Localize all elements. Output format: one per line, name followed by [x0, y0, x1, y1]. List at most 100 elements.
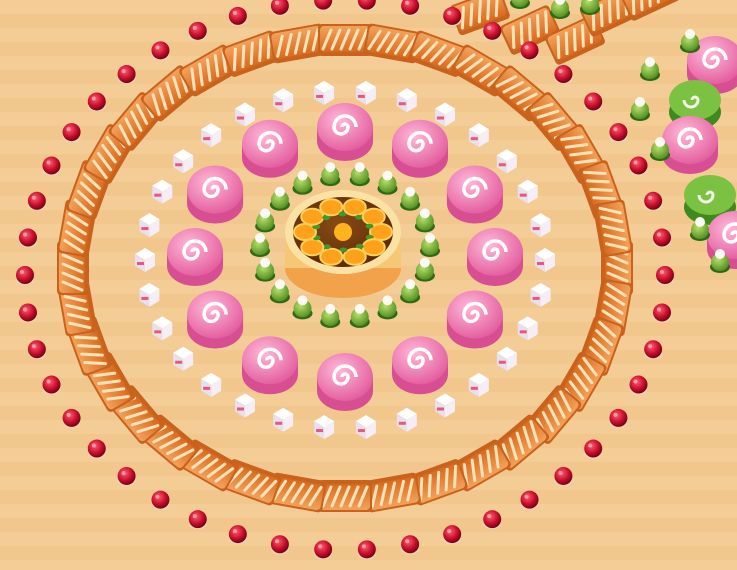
- raspberry-cupcake[interactable]: [151, 41, 170, 61]
- raspberry-cupcake[interactable]: [42, 156, 61, 176]
- glazed-jam-pastry[interactable]: [450, 438, 513, 493]
- glazed-jam-pastry[interactable]: [318, 480, 372, 512]
- raspberry-cupcake[interactable]: [188, 21, 207, 41]
- cake-slice-cube[interactable]: [273, 88, 294, 113]
- raspberry-cupcake[interactable]: [314, 540, 333, 560]
- matcha-cream-cupcake[interactable]: [349, 162, 370, 187]
- cake-slice-cube[interactable]: [235, 393, 255, 418]
- raspberry-cupcake[interactable]: [270, 535, 289, 555]
- matcha-cream-cupcake[interactable]: [320, 303, 341, 328]
- matcha-cream-cupcake[interactable]: [650, 137, 670, 161]
- matcha-cream-cupcake[interactable]: [710, 249, 730, 273]
- glazed-jam-pastry[interactable]: [178, 43, 241, 98]
- raspberry-cupcake[interactable]: [87, 92, 106, 112]
- glazed-jam-pastry[interactable]: [592, 199, 633, 258]
- raspberry-cupcake[interactable]: [644, 191, 663, 211]
- raspberry-cupcake[interactable]: [151, 490, 170, 510]
- raspberry-cupcake[interactable]: [16, 266, 34, 285]
- cake-slice-cube[interactable]: [139, 282, 160, 307]
- raspberry-cupcake[interactable]: [18, 228, 37, 248]
- raspberry-cupcake[interactable]: [357, 540, 376, 560]
- raspberry-cupcake[interactable]: [401, 535, 420, 555]
- matcha-cream-cupcake[interactable]: [292, 170, 313, 195]
- pink-swiss-roll[interactable]: [187, 165, 244, 224]
- raspberry-cupcake[interactable]: [629, 156, 648, 176]
- cake-slice-cube[interactable]: [273, 407, 294, 432]
- raspberry-cupcake[interactable]: [18, 303, 37, 323]
- raspberry-cupcake[interactable]: [443, 525, 462, 545]
- raspberry-cupcake[interactable]: [188, 510, 207, 530]
- cake-slice-cube[interactable]: [530, 213, 551, 238]
- pink-swiss-roll[interactable]: [167, 228, 223, 286]
- raspberry-cupcake[interactable]: [27, 191, 46, 211]
- pink-swiss-roll[interactable]: [317, 103, 373, 161]
- cake-slice-cube[interactable]: [517, 316, 538, 341]
- cake-slice-cube[interactable]: [468, 123, 489, 148]
- raspberry-cupcake[interactable]: [520, 490, 539, 510]
- raspberry-cupcake[interactable]: [314, 0, 333, 11]
- matcha-cream-cupcake[interactable]: [250, 233, 270, 257]
- raspberry-cupcake[interactable]: [520, 41, 539, 61]
- cake-slice-cube[interactable]: [139, 213, 160, 238]
- cake-slice-cube[interactable]: [173, 149, 194, 174]
- pink-swiss-roll[interactable]: [446, 165, 503, 224]
- matcha-cream-cupcake[interactable]: [400, 186, 421, 211]
- cake-slice-cube[interactable]: [396, 407, 417, 432]
- pink-swiss-roll[interactable]: [242, 336, 298, 395]
- matcha-cream-cupcake[interactable]: [377, 295, 398, 320]
- matcha-cream-cupcake[interactable]: [349, 303, 370, 328]
- matcha-cream-cupcake[interactable]: [269, 186, 290, 211]
- matcha-cream-cupcake[interactable]: [414, 257, 435, 282]
- swiss-roll[interactable]: [707, 211, 737, 269]
- matcha-cream-cupcake[interactable]: [510, 0, 530, 9]
- matcha-cream-cupcake[interactable]: [640, 57, 660, 81]
- pink-swiss-roll[interactable]: [187, 290, 244, 349]
- pink-swiss-roll[interactable]: [392, 336, 448, 395]
- pink-swiss-roll[interactable]: [392, 119, 448, 178]
- raspberry-cupcake[interactable]: [117, 466, 136, 486]
- cake-slice-cube[interactable]: [496, 346, 517, 371]
- matcha-cream-cupcake[interactable]: [420, 233, 440, 257]
- center-tart[interactable]: [285, 190, 401, 298]
- glazed-jam-pastry[interactable]: [363, 472, 422, 513]
- pink-swiss-roll[interactable]: [467, 228, 523, 286]
- cake-slice-cube[interactable]: [152, 179, 173, 204]
- raspberry-cupcake[interactable]: [656, 266, 674, 285]
- raspberry-cupcake[interactable]: [228, 525, 247, 545]
- pink-swiss-roll[interactable]: [446, 290, 503, 349]
- raspberry-cupcake[interactable]: [401, 0, 420, 16]
- glazed-jam-pastry[interactable]: [363, 23, 422, 64]
- matcha-cream-cupcake[interactable]: [400, 279, 421, 304]
- raspberry-cupcake[interactable]: [87, 439, 106, 459]
- cake-slice-cube[interactable]: [135, 248, 155, 272]
- cake-slice-cube[interactable]: [468, 372, 489, 397]
- cake-slice-cube[interactable]: [201, 372, 222, 397]
- cake-slice-cube[interactable]: [530, 282, 551, 307]
- matcha-cream-cupcake[interactable]: [320, 162, 341, 187]
- raspberry-cupcake[interactable]: [483, 510, 502, 530]
- pink-swiss-roll[interactable]: [242, 119, 298, 178]
- matcha-cream-cupcake[interactable]: [377, 170, 398, 195]
- matcha-cream-cupcake[interactable]: [269, 279, 290, 304]
- raspberry-cupcake[interactable]: [443, 6, 462, 26]
- raspberry-cupcake[interactable]: [609, 408, 628, 428]
- matcha-cream-cupcake[interactable]: [255, 208, 276, 233]
- pink-swiss-roll[interactable]: [317, 353, 373, 411]
- glazed-jam-pastry[interactable]: [221, 29, 283, 78]
- matcha-cream-cupcake[interactable]: [630, 97, 650, 121]
- glazed-jam-pastry[interactable]: [499, 4, 561, 56]
- matcha-cream-cupcake[interactable]: [550, 0, 570, 19]
- raspberry-cupcake[interactable]: [653, 228, 672, 248]
- raspberry-cupcake[interactable]: [62, 408, 81, 428]
- raspberry-cupcake[interactable]: [62, 123, 81, 143]
- raspberry-cupcake[interactable]: [117, 65, 136, 85]
- glazed-jam-pastry[interactable]: [268, 472, 327, 513]
- cake-slice-cube[interactable]: [355, 80, 376, 105]
- matcha-cream-cupcake[interactable]: [292, 295, 313, 320]
- swiss-roll[interactable]: [662, 116, 718, 174]
- cake-slice-cube[interactable]: [152, 316, 173, 341]
- raspberry-cupcake[interactable]: [27, 340, 46, 360]
- raspberry-cupcake[interactable]: [228, 6, 247, 26]
- cake-slice-cube[interactable]: [314, 80, 335, 105]
- cake-slice-cube[interactable]: [235, 102, 255, 127]
